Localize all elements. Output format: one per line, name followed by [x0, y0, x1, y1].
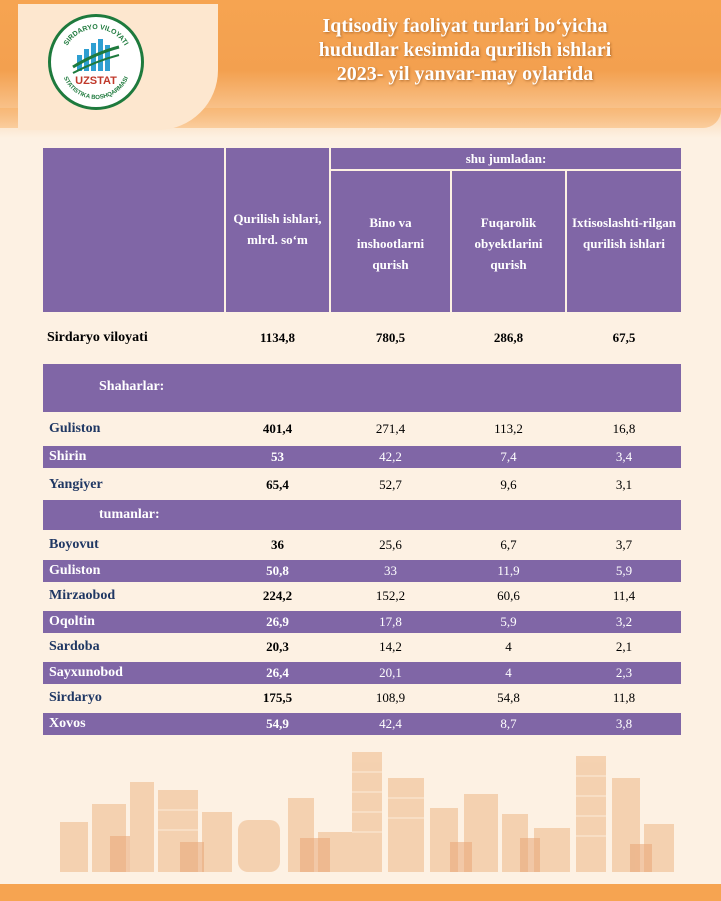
row-name: Sayxunobod [49, 664, 123, 680]
table-row: Boyovut 36 25,6 6,7 3,7 [43, 534, 681, 556]
table-row: Guliston 50,8 33 11,9 5,9 [43, 559, 681, 582]
row-name: Boyovut [49, 537, 99, 552]
title-line-3: 2023- yil yanvar-may oylarida [336, 63, 594, 85]
row-name: Guliston [49, 421, 101, 436]
cell-total: 26,9 [266, 613, 289, 629]
header-cell-group [331, 148, 681, 169]
section-header-districts: tumanlar: [43, 500, 681, 530]
cell-ixtisos: 2,1 [615, 639, 633, 654]
row-name: Sirdaryo viloyati [47, 330, 148, 345]
cell-ixtisos: 16,8 [612, 421, 636, 436]
cell-ixtisos: 67,5 [612, 330, 636, 345]
svg-text:SIRDARYO VILOYATI: SIRDARYO VILOYATI [63, 24, 129, 47]
cell-total: 36 [271, 537, 284, 552]
title-line-1: Iqtisodiy faoliyat turlari bo‘yicha [322, 15, 608, 37]
table-row: Sardoba 20,3 14,2 4 2,1 [43, 636, 681, 658]
table-row: Guliston 401,4 271,4 113,2 16,8 [43, 418, 681, 440]
header-cell-name [43, 148, 224, 312]
header-cell-bino [331, 171, 450, 312]
header-cell-fuqarolik [452, 171, 565, 312]
column-header-ixtisos: Ixtisoslashti-rilgan qurilish ishlari [571, 215, 676, 251]
table-row: Mirzaobod 224,2 152,2 60,6 11,4 [43, 585, 681, 607]
column-header-fuqarolik: Fuqarolik obyektlarini qurish [474, 215, 543, 272]
header-cell-ixtisos [567, 171, 681, 312]
row-name: Guliston [49, 562, 101, 578]
cell-ixtisos: 3,8 [615, 715, 633, 731]
cell-bino: 780,5 [375, 330, 406, 345]
column-header-bino: Bino va inshootlarni qurish [356, 215, 425, 272]
cell-total: 401,4 [262, 421, 293, 436]
cell-fuqarolik: 60,6 [497, 588, 520, 603]
row-name: Mirzaobod [49, 588, 116, 603]
table-row: Yangiyer 65,4 52,7 9,6 3,1 [43, 474, 681, 496]
page-title: Iqtisodiy faoliyat turlari bo‘yicha hudu… [230, 14, 700, 86]
column-group-label: shu jumladan: [465, 151, 547, 166]
cell-fuqarolik: 6,7 [500, 537, 517, 552]
cell-fuqarolik: 4 [505, 639, 512, 654]
cell-fuqarolik: 7,4 [500, 449, 517, 464]
cell-total: 54,9 [266, 715, 289, 731]
logo-panel: SIRDARYO VILOYATI STATISTIKA BOSHQARMASI… [18, 4, 218, 130]
cell-bino: 42,2 [379, 449, 402, 464]
cell-bino: 33 [384, 562, 397, 578]
header-cell-total [226, 148, 329, 312]
cell-bino: 14,2 [379, 639, 402, 654]
cell-bino: 271,4 [375, 421, 406, 436]
section-label-cities: Shaharlar: [99, 379, 165, 394]
cell-bino: 20,1 [379, 664, 402, 680]
cell-bino: 25,6 [379, 537, 402, 552]
table-row: Sayxunobod 26,4 20,1 4 2,3 [43, 661, 681, 684]
row-name: Xovos [49, 715, 86, 731]
cell-bino: 108,9 [375, 690, 406, 705]
logo-brand: UZSTAT [75, 75, 117, 87]
cell-fuqarolik: 11,9 [497, 562, 520, 578]
table-row: Xovos 54,9 42,4 8,7 3,8 [43, 712, 681, 735]
cell-total: 1134,8 [259, 330, 296, 345]
bottom-bar [0, 884, 721, 901]
cell-total: 65,4 [266, 477, 289, 492]
table-row: Shirin 53 42,2 7,4 3,4 [43, 446, 681, 468]
logo-ring-top: SIRDARYO VILOYATI [63, 24, 129, 47]
cell-ixtisos: 3,7 [615, 537, 633, 552]
cell-total: 26,4 [266, 664, 289, 680]
table-row-region: Sirdaryo viloyati 1134,8 780,5 286,8 67,… [43, 327, 681, 349]
cell-ixtisos: 2,3 [615, 664, 633, 680]
cell-bino: 52,7 [379, 477, 402, 492]
cell-bino: 17,8 [379, 613, 402, 629]
city-skyline-illustration [60, 752, 674, 872]
cell-total: 50,8 [266, 562, 289, 578]
cell-fuqarolik: 8,7 [500, 715, 517, 731]
row-name: Sirdaryo [49, 690, 102, 705]
cell-fuqarolik: 4 [505, 664, 512, 680]
cell-fuqarolik: 9,6 [500, 477, 517, 492]
section-label-districts: tumanlar: [99, 507, 160, 522]
table-row: Oqoltin 26,9 17,8 5,9 3,2 [43, 610, 681, 633]
cell-ixtisos: 3,4 [615, 449, 633, 464]
row-name: Oqoltin [49, 613, 95, 629]
section-header-cities: Shaharlar: [43, 364, 681, 412]
cell-fuqarolik: 286,8 [493, 330, 524, 345]
cell-total: 20,3 [266, 639, 289, 654]
row-name: Yangiyer [49, 477, 103, 492]
table-row: Sirdaryo 175,5 108,9 54,8 11,8 [43, 687, 681, 709]
cell-bino: 42,4 [379, 715, 402, 731]
title-line-2: hududlar kesimida qurilish ishlari [318, 39, 612, 61]
cell-ixtisos: 3,2 [615, 613, 633, 629]
cell-fuqarolik: 54,8 [497, 690, 520, 705]
row-name: Shirin [49, 449, 87, 464]
cell-total: 53 [271, 449, 284, 464]
cell-ixtisos: 11,4 [612, 588, 636, 603]
cell-total: 175,5 [262, 690, 293, 705]
cell-ixtisos: 11,8 [612, 690, 636, 705]
row-name: Sardoba [49, 639, 100, 654]
uzstat-logo: SIRDARYO VILOYATI STATISTIKA BOSHQARMASI… [48, 14, 144, 110]
cell-total: 224,2 [262, 588, 293, 603]
column-header-total: Qurilish ishlari, mlrd. so‘m [233, 211, 322, 247]
cell-fuqarolik: 113,2 [494, 421, 523, 436]
cell-ixtisos: 3,1 [615, 477, 633, 492]
cell-ixtisos: 5,9 [615, 562, 633, 578]
cell-fuqarolik: 5,9 [500, 613, 517, 629]
cell-bino: 152,2 [375, 588, 406, 603]
